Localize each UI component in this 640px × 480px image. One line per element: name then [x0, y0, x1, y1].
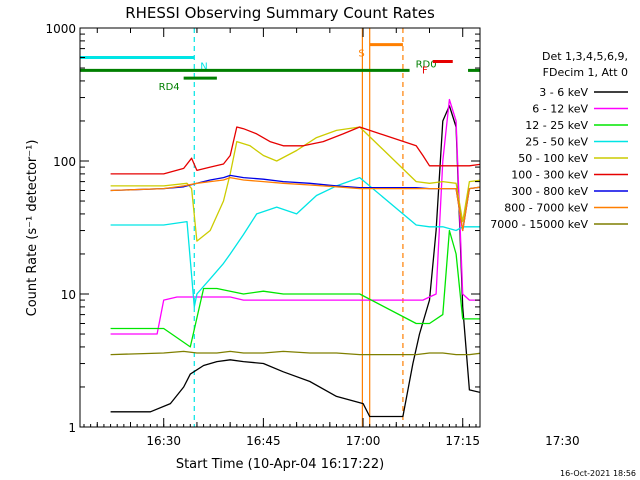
legend: 3 - 6 keV 6 - 12 keV 12 - 25 keV 25 - 50 ke…: [490, 86, 628, 231]
y-tick-label: 1000: [45, 22, 76, 36]
data-layer: N RD0 RD4 S F: [80, 28, 480, 427]
legend-label-5: 100 - 300 keV: [511, 169, 588, 182]
series-line-1: [110, 98, 480, 335]
x-axis-label: Start Time (10-Apr-04 16:17:22): [176, 457, 384, 472]
series-line-4: [110, 126, 480, 242]
series-line-5: [110, 126, 480, 175]
y-tick-label: 1: [68, 421, 76, 435]
flag-label-2: RD4: [159, 82, 180, 93]
legend-label-3: 25 - 50 keV: [525, 136, 588, 149]
timestamp: 16-Oct-2021 18:56: [560, 469, 636, 478]
chart-title: RHESSI Observing Summary Count Rates: [125, 4, 435, 22]
flag-label-4: F: [422, 65, 428, 76]
legend-label-4: 50 - 100 keV: [518, 152, 588, 165]
x-tick-label: 16:30: [146, 434, 181, 448]
legend-header-line-1: Det 1,3,4,5,6,9,: [542, 50, 628, 63]
plot-area: N RD0 RD4 S F 1 10 100 1000 16:30 16:45 17:00 17:15 1…: [45, 22, 580, 448]
x-tick-label: 17:00: [346, 434, 381, 448]
legend-header-line-2: FDecim 1, Att 0: [543, 66, 628, 79]
flag-label-1: RD0: [416, 59, 437, 70]
x-tick-label: 17:30: [545, 434, 580, 448]
series-line-7: [110, 176, 480, 232]
axis-frame: [79, 27, 481, 428]
x-tick-label: 16:45: [246, 434, 281, 448]
series-line-2: [110, 229, 480, 348]
flag-label-3: S: [358, 49, 364, 60]
legend-label-0: 3 - 6 keV: [539, 86, 588, 99]
legend-label-7: 800 - 7000 keV: [504, 202, 588, 215]
series-line-3: [110, 176, 480, 308]
y-tick-label: 10: [61, 288, 76, 302]
series-line-0: [110, 105, 480, 418]
y-axis-label: Count Rate (s⁻¹ detector⁻¹): [25, 140, 40, 317]
y-tick-label: 100: [53, 155, 76, 169]
legend-label-1: 6 - 12 keV: [532, 103, 588, 116]
legend-label-2: 12 - 25 keV: [525, 119, 588, 132]
flag-label-0: N: [200, 62, 207, 73]
legend-label-6: 300 - 800 keV: [511, 185, 588, 198]
legend-label-8: 7000 - 15000 keV: [490, 218, 588, 231]
series-line-8: [110, 350, 480, 356]
x-tick-label: 17:15: [445, 434, 480, 448]
